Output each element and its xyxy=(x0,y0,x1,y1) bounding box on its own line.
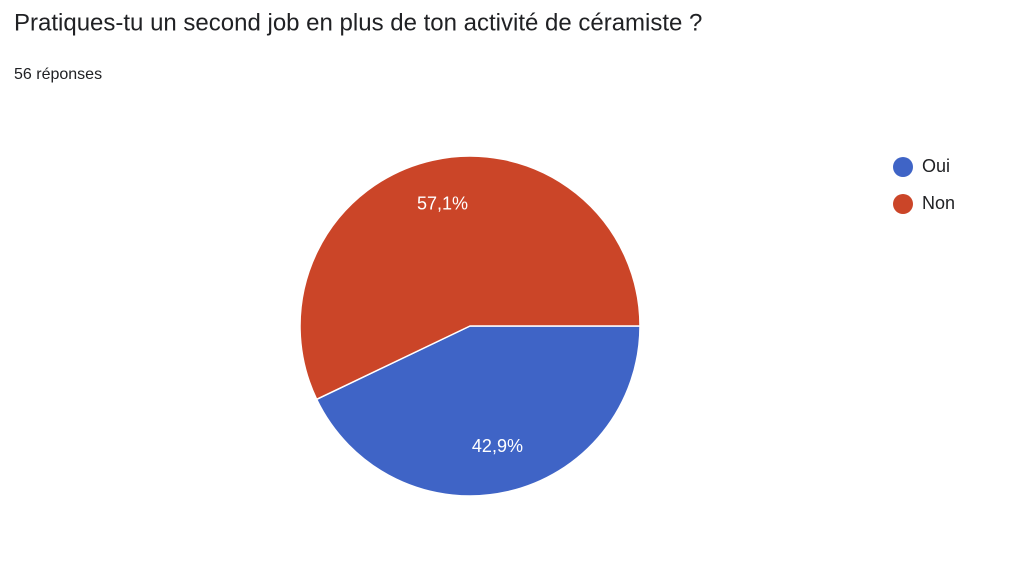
slice-label: 42,9% xyxy=(472,436,523,456)
legend-marker xyxy=(893,194,913,214)
chart-title: Pratiques-tu un second job en plus de to… xyxy=(14,9,702,36)
pie-slice xyxy=(299,155,641,401)
legend-marker xyxy=(893,157,913,177)
chart-subtitle: 56 réponses xyxy=(14,66,102,83)
legend-label: Non xyxy=(922,193,955,213)
slice-label: 57,1% xyxy=(417,194,468,214)
pie-slice xyxy=(315,325,641,497)
legend-label: Oui xyxy=(922,156,950,176)
